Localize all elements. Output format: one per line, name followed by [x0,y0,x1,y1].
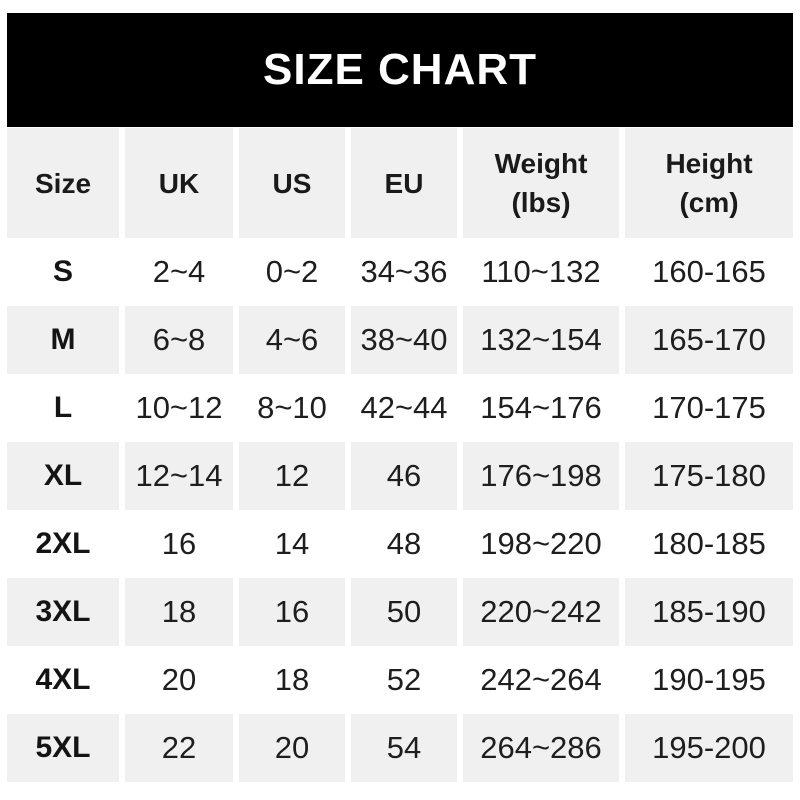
cell-5xl-size: 5XL [7,714,119,782]
cell-2xl-eu: 48 [351,510,457,578]
header-label: US [272,167,312,199]
cell-3xl-size: 3XL [7,578,119,646]
header-label: EU [384,167,424,199]
cell-xl-height: 175-180 [625,442,793,510]
cell-3xl-weight: 220~242 [463,578,619,646]
header-label: Weight [494,148,588,179]
cell-5xl-height: 195-200 [625,714,793,782]
cell-5xl-us: 20 [239,714,345,782]
cell-2xl-size: 2XL [7,510,119,578]
cell-2xl-height: 180-185 [625,510,793,578]
cell-3xl-us: 16 [239,578,345,646]
cell-m-us: 4~6 [239,306,345,374]
cell-xl-uk: 12~14 [125,442,233,510]
header-sublabel: (cm) [679,187,739,218]
cell-m-eu: 38~40 [351,306,457,374]
header-sublabel: (lbs) [511,187,571,218]
cell-l-weight: 154~176 [463,374,619,442]
cell-s-size: S [7,238,119,306]
cell-l-size: L [7,374,119,442]
cell-4xl-height: 190-195 [625,646,793,714]
cell-xl-eu: 46 [351,442,457,510]
cell-xl-weight: 176~198 [463,442,619,510]
cell-s-us: 0~2 [239,238,345,306]
cell-4xl-us: 18 [239,646,345,714]
cell-l-height: 170-175 [625,374,793,442]
cell-5xl-weight: 264~286 [463,714,619,782]
header-cell-us: US [239,128,345,238]
cell-2xl-uk: 16 [125,510,233,578]
header-cell-height: Height (cm) [625,128,793,238]
cell-4xl-uk: 20 [125,646,233,714]
cell-l-us: 8~10 [239,374,345,442]
header-cell-uk: UK [125,128,233,238]
cell-l-eu: 42~44 [351,374,457,442]
header-cell-eu: EU [351,128,457,238]
cell-xl-size: XL [7,442,119,510]
cell-2xl-us: 14 [239,510,345,578]
cell-m-uk: 6~8 [125,306,233,374]
banner: SIZE CHART [7,13,793,127]
cell-s-eu: 34~36 [351,238,457,306]
cell-m-height: 165-170 [625,306,793,374]
header-cell-weight: Weight (lbs) [463,128,619,238]
cell-2xl-weight: 198~220 [463,510,619,578]
cell-5xl-eu: 54 [351,714,457,782]
cell-s-weight: 110~132 [463,238,619,306]
header-cell-size: Size [7,128,119,238]
cell-xl-us: 12 [239,442,345,510]
cell-3xl-eu: 50 [351,578,457,646]
cell-3xl-uk: 18 [125,578,233,646]
cell-s-uk: 2~4 [125,238,233,306]
cell-m-weight: 132~154 [463,306,619,374]
header-label: Height [665,148,753,179]
header-label: UK [158,167,200,199]
cell-4xl-eu: 52 [351,646,457,714]
page-title: SIZE CHART [263,45,537,94]
cell-3xl-height: 185-190 [625,578,793,646]
header-label: Size [34,167,92,199]
cell-l-uk: 10~12 [125,374,233,442]
cell-s-height: 160-165 [625,238,793,306]
cell-5xl-uk: 22 [125,714,233,782]
size-table: Size UK US EU Weight (lbs) Height (cm) S… [7,128,793,782]
cell-m-size: M [7,306,119,374]
cell-4xl-weight: 242~264 [463,646,619,714]
cell-4xl-size: 4XL [7,646,119,714]
